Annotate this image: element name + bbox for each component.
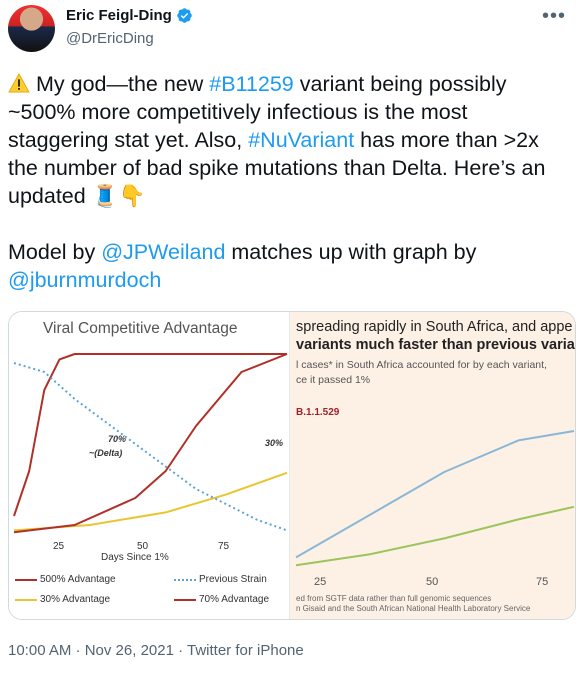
right-chart-title: spreading rapidly in South Africa, and a… <box>296 319 576 353</box>
legend-label: 70% Advantage <box>199 594 270 605</box>
left-chart[interactable]: Viral Competitive Advantage 70% ~(Delta)… <box>9 312 290 619</box>
series-line-0 <box>13 353 287 517</box>
thread-emoji: 🧵 <box>91 184 119 208</box>
mention-link[interactable]: @jburnmurdoch <box>8 268 162 292</box>
tweet-media[interactable]: Viral Competitive Advantage 70% ~(Delta)… <box>8 311 576 620</box>
right-chart-plot <box>295 430 575 567</box>
hashtag-link[interactable]: #B11259 <box>209 72 294 96</box>
series-line-1 <box>13 471 288 532</box>
legend-30: 30% Advantage <box>15 594 110 605</box>
pointing-down-emoji: 👇 <box>118 184 146 208</box>
tweet-text-segment: Model by <box>8 240 102 264</box>
legend-previous: Previous Strain <box>174 574 267 585</box>
more-options-icon[interactable]: ••• <box>541 5 566 27</box>
x-tick: 75 <box>218 541 230 552</box>
user-name-row[interactable]: Eric Feigl-Ding <box>66 7 193 24</box>
warning-icon <box>8 73 30 93</box>
avatar[interactable] <box>8 5 55 52</box>
x-tick: 25 <box>314 576 327 588</box>
series-line-0 <box>295 430 575 559</box>
x-axis-label: Days Since 1% <box>101 552 169 563</box>
legend-label: 30% Advantage <box>40 594 111 605</box>
x-tick: 75 <box>536 576 549 588</box>
annotation-30: 30% <box>265 438 284 448</box>
user-handle[interactable]: @DrEricDing <box>66 30 154 47</box>
tweet-paragraph-1: My god—the new #B11259 variant being pos… <box>8 70 573 210</box>
tweet-text-segment: My god—the new <box>30 72 210 96</box>
series-line-2 <box>13 362 288 532</box>
x-tick: 50 <box>426 576 439 588</box>
left-chart-plot <box>13 353 288 534</box>
mention-link[interactable]: @JPWeiland <box>101 240 226 264</box>
series-line-1 <box>295 505 575 567</box>
legend-label: Previous Strain <box>199 574 267 585</box>
right-chart[interactable]: spreading rapidly in South Africa, and a… <box>290 312 575 619</box>
series-line-3 <box>13 353 288 534</box>
tweet-timestamp[interactable]: 10:00 AM · Nov 26, 2021 · Twitter for iP… <box>8 642 304 659</box>
tweet-text-segment: has more than >2x the number of bad spik… <box>8 128 546 208</box>
hashtag-link[interactable]: #NuVariant <box>248 128 355 152</box>
legend-70: 70% Advantage <box>174 594 269 605</box>
tweet-text-segment: variant being possibly ~500% more compet… <box>8 72 507 152</box>
x-tick: 25 <box>53 541 65 552</box>
right-chart-source: ed from SGTF data rather than full genom… <box>296 594 531 613</box>
tweet-text: My god—the new #B11259 variant being pos… <box>8 70 573 294</box>
tweet-paragraph-2: Model by @JPWeiland matches up with grap… <box>8 238 573 294</box>
annotation-delta: ~(Delta) <box>89 448 123 458</box>
series-label: B.1.1.529 <box>296 407 340 418</box>
tweet-text-segment: matches up with graph by <box>225 240 477 264</box>
legend-500: 500% Advantage <box>15 574 116 585</box>
annotation-70: 70% <box>108 434 127 444</box>
user-name[interactable]: Eric Feigl-Ding <box>66 7 172 24</box>
verified-badge-icon <box>177 8 192 23</box>
right-chart-subtitle: l cases* in South Africa accounted for b… <box>296 359 547 386</box>
left-chart-title: Viral Competitive Advantage <box>43 320 238 337</box>
x-tick: 50 <box>137 541 149 552</box>
legend-label: 500% Advantage <box>40 574 116 585</box>
